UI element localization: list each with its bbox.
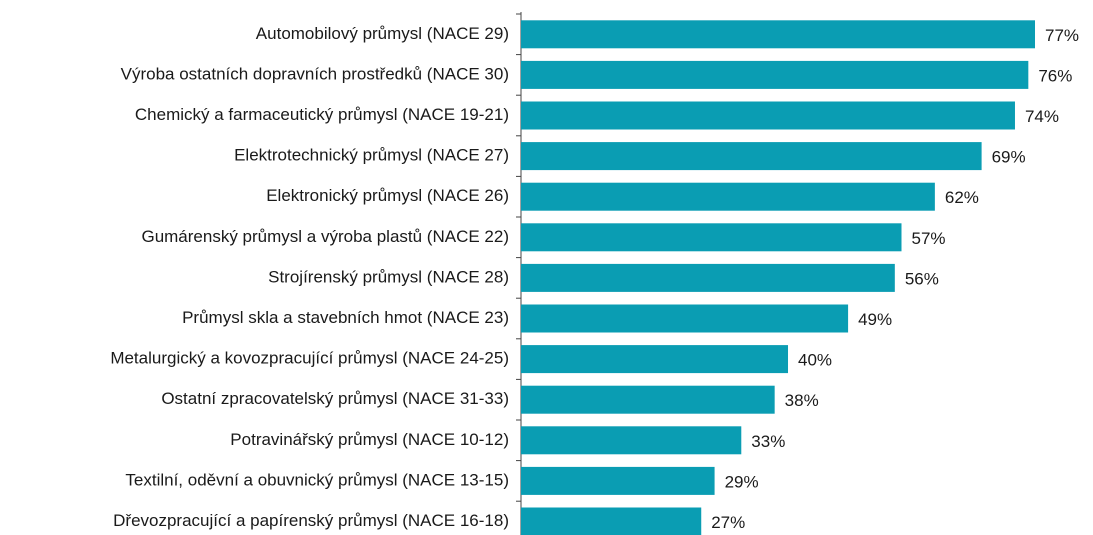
bar [521, 142, 982, 171]
value-label: 29% [725, 472, 759, 491]
category-label: Potravinářský průmysl (NACE 10-12) [230, 430, 509, 449]
bar [521, 182, 935, 211]
category-label: Elektrotechnický průmysl (NACE 27) [234, 146, 509, 165]
bar [521, 263, 895, 292]
value-label: 74% [1025, 107, 1059, 126]
value-label: 77% [1045, 26, 1079, 45]
bar [521, 466, 715, 495]
category-label: Metalurgický a kovozpracující průmysl (N… [110, 349, 509, 368]
category-label: Textilní, oděvní a obuvnický průmysl (NA… [125, 470, 509, 489]
bar [521, 385, 775, 414]
bar [521, 60, 1029, 89]
value-label: 57% [911, 229, 945, 248]
value-label: 27% [711, 513, 745, 532]
category-label: Elektronický průmysl (NACE 26) [266, 186, 509, 205]
category-label: Výroba ostatních dopravních prostředků (… [121, 64, 509, 83]
value-label: 56% [905, 269, 939, 288]
bar [521, 345, 789, 374]
category-label: Strojírenský průmysl (NACE 28) [268, 267, 509, 286]
bar [521, 223, 902, 252]
bar [521, 426, 742, 455]
category-label: Automobilový průmysl (NACE 29) [256, 24, 509, 43]
value-label: 49% [858, 310, 892, 329]
category-label: Gumárenský průmysl a výroba plastů (NACE… [141, 227, 509, 246]
bar [521, 101, 1015, 130]
bar [521, 304, 849, 333]
value-label: 62% [945, 188, 979, 207]
category-label: Dřevozpracující a papírenský průmysl (NA… [113, 511, 509, 530]
value-label: 69% [992, 148, 1026, 167]
value-label: 33% [751, 432, 785, 451]
value-label: 76% [1038, 66, 1072, 85]
value-label: 40% [798, 351, 832, 370]
category-label: Chemický a farmaceutický průmysl (NACE 1… [135, 105, 509, 124]
category-label: Průmysl skla a stavebních hmot (NACE 23) [182, 308, 509, 327]
bar [521, 507, 702, 535]
value-label: 38% [785, 391, 819, 410]
category-label: Ostatní zpracovatelský průmysl (NACE 31-… [161, 389, 509, 408]
bar [521, 20, 1035, 49]
